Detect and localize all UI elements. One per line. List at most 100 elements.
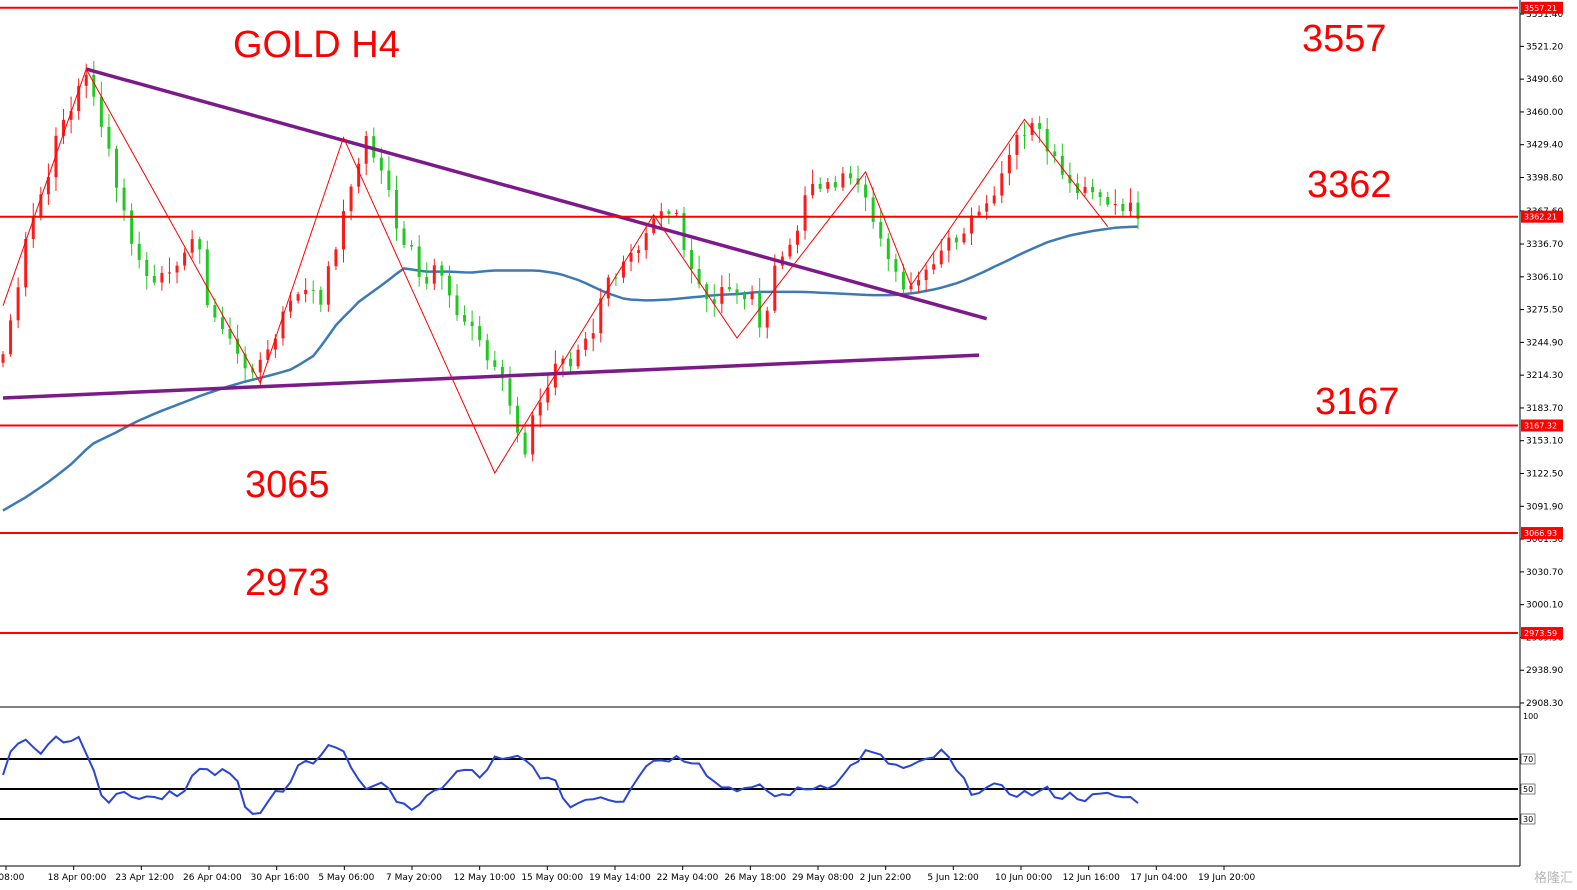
candle-body: [334, 249, 338, 267]
time-axis: Apr 08:00 18 Apr 00:00 23 Apr 12:00 26 Apr …: [0, 866, 1255, 883]
candle-body: [584, 338, 588, 350]
candle-body: [773, 265, 777, 311]
candle-body: [1083, 186, 1087, 193]
candle-body: [614, 277, 618, 279]
candle-body: [289, 300, 293, 312]
candle-body: [970, 215, 974, 234]
level-price-tag: [1521, 627, 1563, 640]
candle-body: [304, 289, 308, 295]
candle-body: [826, 182, 830, 189]
candle-body: [1000, 173, 1004, 196]
candle-body: [122, 187, 126, 211]
level-annotation: 2973: [245, 562, 330, 604]
candle-body: [243, 353, 247, 369]
candle-body: [765, 310, 769, 328]
candle-body: [879, 221, 883, 239]
candle-body: [417, 246, 421, 277]
time-tick-label: 15 May 00:00: [521, 873, 583, 883]
candle-body: [712, 299, 716, 304]
rsi-plot-area: [0, 709, 1520, 866]
candle-body: [478, 326, 482, 341]
candle-body: [440, 265, 444, 276]
candle-body: [69, 111, 73, 120]
candle-body: [939, 250, 943, 265]
candle-body: [811, 183, 815, 196]
candle-body: [342, 211, 345, 250]
price-tick-label: 3153.10: [1526, 437, 1563, 447]
candle-body: [470, 321, 474, 327]
price-tick-label: 3000.10: [1526, 601, 1563, 611]
candle-body: [788, 244, 792, 257]
level-annotation: 3362: [1307, 164, 1392, 206]
candle-body: [743, 293, 747, 300]
rsi-level-tag: [1520, 753, 1536, 765]
candle-body: [932, 264, 936, 270]
candle-body: [992, 195, 996, 204]
candle-body: [326, 266, 330, 305]
candle-body: [538, 402, 542, 416]
time-tick-label: Apr 08:00: [0, 873, 25, 883]
level-price-tag: [1521, 1, 1563, 14]
candle-body: [115, 148, 118, 188]
candle-body: [349, 186, 353, 212]
candle-body: [621, 261, 625, 278]
time-tick-label: 26 May 18:00: [724, 873, 786, 883]
price-tick-label: 3183.70: [1526, 404, 1563, 414]
ma-line: [2, 225, 1139, 512]
rsi-level-tag: [1520, 813, 1536, 825]
candle-body: [508, 378, 512, 406]
level-price-tag-label: 2973.59: [1524, 629, 1557, 638]
level-price-tag: [1521, 419, 1563, 432]
rsi-level-label: 30: [1523, 815, 1533, 824]
rsi-panel: 100 70 50 30: [0, 712, 1538, 825]
time-tick-label: 26 Apr 04:00: [183, 873, 242, 883]
candle-body: [553, 363, 557, 388]
zigzag-line: [2, 67, 1109, 475]
candle-body: [425, 276, 429, 284]
main-plot-area: [0, 0, 1520, 705]
candle-body: [99, 96, 103, 127]
candle-body: [947, 237, 951, 251]
candle-body: [493, 360, 497, 367]
candle-body: [803, 195, 807, 231]
candle-body: [818, 183, 822, 189]
candle-body: [31, 216, 35, 239]
candle-body: [985, 203, 989, 212]
rsi-level-tag: [1520, 783, 1536, 795]
candle-body: [546, 387, 550, 403]
candle-body: [690, 250, 694, 270]
watermark: 格隆汇: [1533, 871, 1573, 886]
candle-body: [864, 184, 868, 198]
candle-body: [954, 237, 958, 243]
candle-body: [637, 250, 641, 253]
rsi-level-label: 70: [1523, 755, 1533, 764]
ascending-trendline: [2, 353, 980, 400]
candle-body: [402, 228, 406, 245]
candle-body: [599, 298, 603, 334]
candle-body: [1038, 122, 1042, 129]
chart-title: GOLD H4: [233, 24, 400, 66]
candle-body: [962, 233, 966, 243]
trendlines: [2, 67, 988, 400]
candle-body: [228, 329, 232, 339]
candle-body: [379, 157, 383, 171]
candle-body: [1113, 204, 1117, 206]
candle-body: [1015, 134, 1019, 155]
level-price-tag-label: 3362.21: [1524, 213, 1557, 222]
candle-body: [886, 238, 890, 260]
time-tick-label: 30 Apr 16:00: [251, 873, 310, 883]
zigzag: [2, 67, 1109, 475]
candle-body: [46, 177, 50, 195]
candle-body: [357, 163, 361, 187]
candle-body: [841, 173, 845, 188]
candle-body: [591, 333, 595, 339]
rsi-level-label: 50: [1523, 785, 1533, 794]
price-tick-label: 3091.90: [1526, 502, 1563, 512]
candle-body: [167, 272, 171, 274]
level-price-tag: [1521, 210, 1563, 223]
candle-body: [1023, 134, 1026, 136]
candles: [1, 60, 1140, 462]
candle-body: [485, 340, 489, 361]
level-annotation: 3167: [1315, 381, 1400, 423]
candle-body: [1060, 155, 1064, 175]
